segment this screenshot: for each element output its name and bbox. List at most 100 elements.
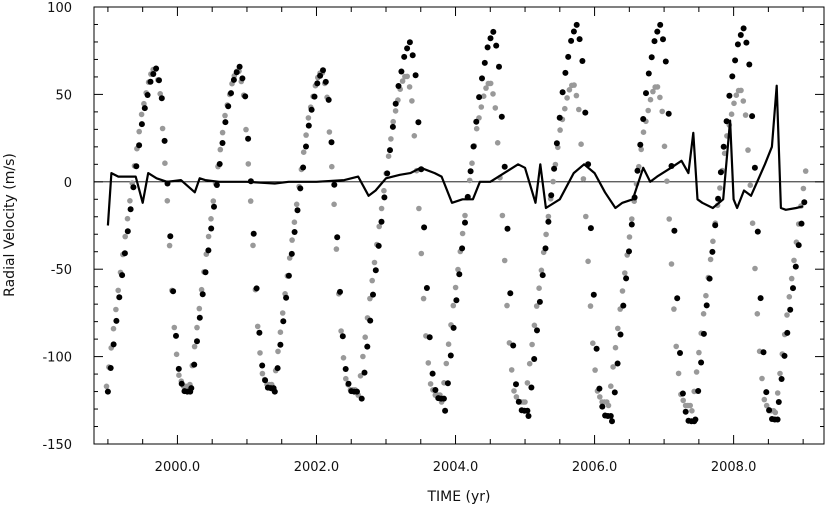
model-point — [490, 91, 496, 97]
observed-point — [305, 122, 312, 129]
observed-point — [760, 349, 767, 356]
observed-point — [620, 302, 627, 309]
observed-point — [429, 370, 436, 377]
model-point — [733, 92, 740, 98]
observed-point — [548, 192, 555, 199]
observed-point — [542, 245, 549, 252]
observed-point — [695, 388, 702, 394]
model-point — [245, 161, 252, 167]
model-point — [638, 146, 644, 153]
model-point — [645, 107, 651, 114]
model-point — [275, 348, 281, 355]
observed-point — [440, 395, 447, 402]
model-point — [721, 150, 728, 157]
model-point — [650, 88, 656, 95]
model-point — [427, 381, 434, 387]
model-point — [243, 126, 249, 133]
model-point — [531, 322, 538, 329]
observed-point — [754, 228, 761, 235]
observed-point — [361, 369, 368, 376]
model-point — [466, 177, 473, 184]
model-point — [664, 178, 670, 184]
observed-point — [757, 295, 764, 302]
observed-point — [715, 195, 722, 202]
x-tick-label: 2002.0 — [294, 460, 340, 475]
model-point — [326, 129, 333, 135]
observed-point — [196, 314, 203, 321]
model-point — [524, 380, 531, 386]
model-point — [696, 349, 702, 356]
observed-point — [256, 329, 263, 336]
observed-point — [732, 57, 739, 64]
observed-point — [798, 220, 805, 227]
observed-point — [191, 361, 198, 368]
model-point — [257, 350, 263, 356]
observed-point — [515, 398, 522, 405]
observed-point — [291, 229, 298, 235]
model-point — [543, 231, 549, 238]
model-point — [529, 341, 535, 348]
model-point — [504, 302, 510, 309]
observed-point — [599, 403, 606, 410]
model-point — [254, 323, 261, 330]
model-point — [196, 305, 203, 312]
model-point — [483, 85, 489, 91]
observed-point — [628, 221, 635, 228]
observed-point — [587, 225, 594, 232]
x-tick-label: 2000.0 — [155, 460, 201, 475]
observed-point — [496, 63, 502, 70]
observed-point — [545, 218, 552, 225]
observed-point — [643, 90, 649, 97]
model-point — [198, 286, 205, 293]
model-point — [557, 127, 563, 133]
model-point — [388, 136, 394, 142]
observed-point — [259, 362, 266, 369]
model-point — [761, 396, 768, 403]
observed-point — [792, 263, 799, 270]
observed-point — [331, 181, 338, 188]
observed-point — [409, 52, 416, 59]
x-tick-labels: 2000.0 2002.0 2004.0 2006.0 2008.0 — [155, 460, 757, 475]
observed-point — [141, 105, 148, 112]
model-point — [289, 237, 295, 243]
model-point — [590, 340, 596, 347]
model-point — [605, 402, 612, 409]
observed-point — [784, 329, 791, 336]
observed-point — [648, 54, 655, 61]
observed-point — [709, 248, 716, 255]
observed-point — [490, 28, 497, 35]
observed-point — [303, 143, 309, 150]
model-point — [208, 216, 214, 222]
observed-point — [453, 297, 460, 304]
observed-point — [706, 275, 713, 282]
observed-point — [392, 100, 399, 107]
model-point — [115, 287, 121, 294]
model-point — [171, 324, 178, 331]
observed-point — [470, 143, 477, 150]
model-point — [629, 216, 635, 222]
model-point — [452, 284, 459, 291]
model-point — [802, 168, 809, 174]
observed-point — [213, 182, 220, 188]
model-point — [450, 302, 457, 309]
model-point — [707, 256, 714, 263]
observed-point — [130, 184, 137, 191]
y-tick-label: 50 — [55, 88, 72, 103]
model-point — [409, 98, 415, 104]
model-point — [745, 147, 751, 153]
observed-point — [426, 334, 433, 341]
observed-point — [751, 164, 758, 171]
observed-point — [320, 67, 326, 74]
model-point — [622, 270, 628, 276]
observed-point — [665, 110, 672, 117]
model-point — [122, 233, 128, 240]
observed-point — [534, 327, 540, 334]
model-point — [473, 125, 480, 132]
observed-point — [370, 291, 376, 298]
model-point — [480, 93, 487, 99]
observed-point — [493, 42, 500, 49]
model-point — [689, 408, 695, 414]
observed-point — [389, 123, 396, 130]
observed-point — [565, 53, 572, 60]
model-point — [333, 246, 340, 252]
